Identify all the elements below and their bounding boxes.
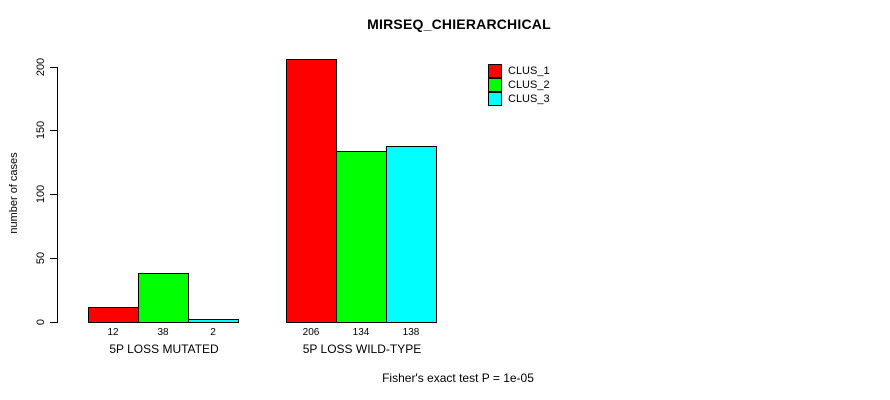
bar-value-label: 2 (210, 327, 216, 338)
legend-swatch-clus_2 (488, 78, 502, 92)
bar-clus_1-2 (286, 58, 337, 323)
y-tick-label: 150 (35, 121, 47, 140)
y-axis-label: number of cases (8, 152, 20, 234)
x-category-label: 5P LOSS MUTATED (109, 342, 219, 356)
bar-value-label: 138 (402, 327, 420, 338)
bar-clus_3-2 (386, 145, 437, 323)
annotation-text: Fisher's exact test P = 1e-05 (382, 371, 534, 385)
bar-value-label: 12 (107, 327, 119, 338)
bar-clus_1-1 (88, 306, 139, 323)
legend: CLUS_1 CLUS_2 CLUS_3 (488, 64, 550, 106)
bar-value-label: 134 (352, 327, 370, 338)
y-tick-mark (50, 194, 57, 196)
legend-label: CLUS_3 (508, 93, 550, 105)
legend-row: CLUS_3 (488, 92, 550, 106)
y-tick-mark (50, 258, 57, 260)
legend-label: CLUS_1 (508, 65, 550, 77)
bar-value-label: 38 (157, 327, 169, 338)
y-tick-mark (50, 130, 57, 132)
legend-row: CLUS_1 (488, 64, 550, 78)
bar-clus_2-1 (138, 273, 189, 323)
legend-label: CLUS_2 (508, 79, 550, 91)
y-tick-label: 100 (35, 185, 47, 204)
legend-row: CLUS_2 (488, 78, 550, 92)
y-tick-label: 0 (35, 318, 47, 326)
bar-value-label: 206 (302, 327, 320, 338)
y-tick-label: 200 (35, 57, 47, 76)
x-category-label: 5P LOSS WILD-TYPE (302, 342, 422, 356)
legend-swatch-clus_3 (488, 92, 502, 106)
y-axis-line (57, 66, 58, 323)
y-tick-mark (50, 322, 57, 323)
y-tick-label: 50 (35, 252, 47, 265)
bar-clus_3-1 (188, 319, 239, 323)
legend-swatch-clus_1 (488, 64, 502, 78)
chart-title: MIRSEQ_CHIERARCHICAL (367, 16, 551, 32)
bar-clus_2-2 (336, 150, 387, 323)
y-tick-mark (50, 66, 57, 68)
